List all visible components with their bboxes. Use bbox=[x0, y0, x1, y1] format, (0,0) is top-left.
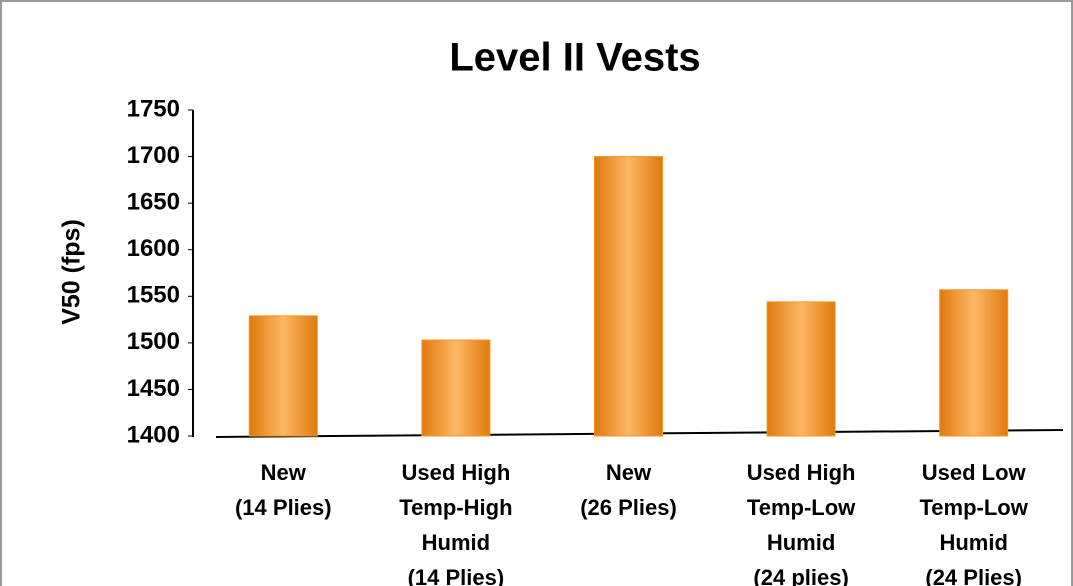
y-tick-label: 1500 bbox=[127, 328, 180, 355]
y-axis-label: V50 (fps) bbox=[58, 219, 86, 325]
x-tick-label: Used Low Temp-Low Humid (24 Plies) bbox=[919, 460, 1028, 586]
y-tick-label: 1650 bbox=[127, 188, 180, 215]
y-tick-label: 1700 bbox=[127, 142, 180, 169]
x-tick-label: New (26 Plies) bbox=[580, 460, 677, 520]
y-tick-label: 1400 bbox=[127, 421, 180, 448]
bar bbox=[939, 289, 1009, 437]
x-tick-label: New (14 Plies) bbox=[234, 460, 332, 520]
bar bbox=[766, 301, 836, 437]
y-tick-label: 1550 bbox=[127, 282, 180, 309]
y-tick-label: 1600 bbox=[127, 235, 180, 262]
bar bbox=[421, 339, 491, 437]
chart-title: Level II Vests bbox=[449, 36, 700, 80]
y-tick-label: 1750 bbox=[127, 95, 180, 122]
bar bbox=[248, 315, 318, 437]
bar bbox=[594, 156, 663, 437]
y-tick-label: 1450 bbox=[127, 375, 180, 402]
x-tick-label: Used High Temp-High Humid (14 Plies) bbox=[399, 460, 513, 586]
x-tick-label: Used High Temp-Low Humid (24 plies) bbox=[746, 460, 856, 586]
